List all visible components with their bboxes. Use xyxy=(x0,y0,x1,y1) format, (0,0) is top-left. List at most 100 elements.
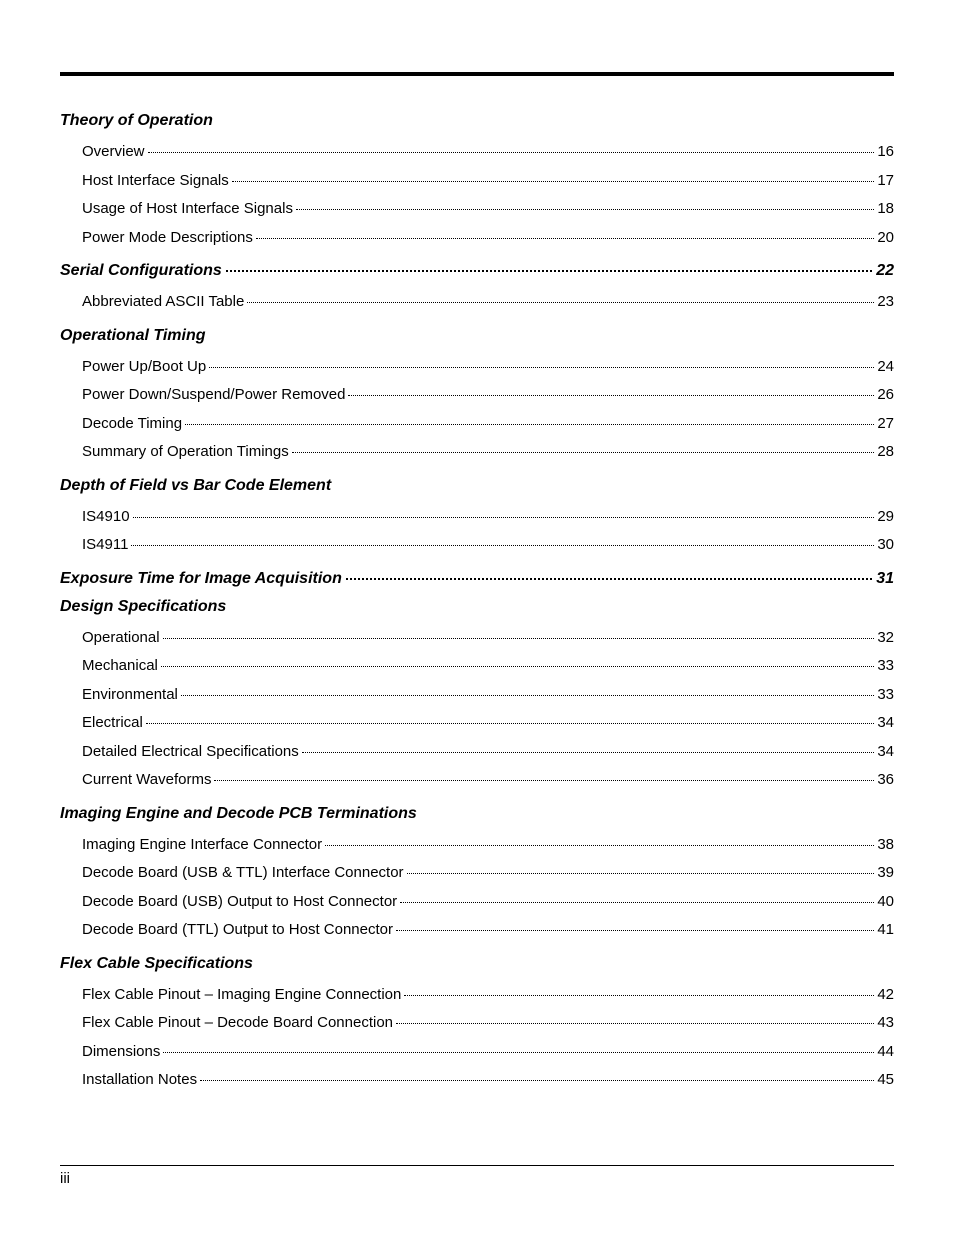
document-page: Theory of Operation Overview16Host Interf… xyxy=(0,0,954,1135)
toc-leader-dots xyxy=(214,780,874,781)
toc-entry-label: Usage of Host Interface Signals xyxy=(82,195,293,224)
toc-entry-label: Decode Timing xyxy=(82,410,182,439)
toc-entry: Detailed Electrical Specifications 34 xyxy=(60,738,894,767)
toc-entry-page: 23 xyxy=(877,288,894,317)
toc-entry-page: 34 xyxy=(877,738,894,767)
toc-entry: Flex Cable Pinout – Imaging Engine Conne… xyxy=(60,981,894,1010)
toc-entry: Installation Notes 45 xyxy=(60,1066,894,1095)
toc-entry: Overview16 xyxy=(60,138,894,167)
toc-section-heading-label: Serial Configurations xyxy=(60,262,222,280)
toc-entry-page: 24 xyxy=(877,353,894,382)
toc-leader-dots xyxy=(148,152,875,153)
toc-leader-dots xyxy=(163,1052,874,1053)
toc-section-heading: Exposure Time for Image Acquisition 31 xyxy=(60,570,894,588)
toc-entry-label: Detailed Electrical Specifications xyxy=(82,738,299,767)
toc-section-heading-label: Theory of Operation xyxy=(60,112,213,130)
toc-entry: Decode Board (USB & TTL) Interface Conne… xyxy=(60,859,894,888)
toc-section-heading: Theory of Operation xyxy=(60,112,894,130)
toc-entry: Flex Cable Pinout – Decode Board Connect… xyxy=(60,1009,894,1038)
toc-entry-label: IS4910 xyxy=(82,503,130,532)
toc-leader-dots xyxy=(407,873,875,874)
toc-section-heading: Design Specifications xyxy=(60,598,894,616)
toc-section-heading-label: Exposure Time for Image Acquisition xyxy=(60,570,342,588)
toc-entry-page: 33 xyxy=(877,652,894,681)
toc-leader-dots xyxy=(232,181,875,182)
toc-entry-page: 43 xyxy=(877,1009,894,1038)
toc-entry: Power Down/Suspend/Power Removed 26 xyxy=(60,381,894,410)
toc-leader-dots xyxy=(256,238,874,239)
toc-leader-dots xyxy=(181,695,874,696)
toc-entry: Decode Board (TTL) Output to Host Connec… xyxy=(60,916,894,945)
toc-entry-page: 18 xyxy=(877,195,894,224)
toc-entry-label: Decode Board (TTL) Output to Host Connec… xyxy=(82,916,393,945)
page-number: iii xyxy=(60,1170,894,1187)
table-of-contents: Theory of Operation Overview16Host Interf… xyxy=(60,112,894,1095)
toc-entry-label: Host Interface Signals xyxy=(82,167,229,196)
toc-leader-dots xyxy=(396,1023,874,1024)
toc-leader-dots xyxy=(346,578,872,580)
toc-entry-page: 17 xyxy=(877,167,894,196)
toc-section-heading-label: Depth of Field vs Bar Code Element xyxy=(60,477,331,495)
toc-entry-page: 39 xyxy=(877,859,894,888)
toc-entry: Current Waveforms 36 xyxy=(60,766,894,795)
toc-section-heading-label: Flex Cable Specifications xyxy=(60,955,253,973)
toc-entry-label: Flex Cable Pinout – Decode Board Connect… xyxy=(82,1009,393,1038)
toc-entry-label: Decode Board (USB & TTL) Interface Conne… xyxy=(82,859,404,888)
toc-entry: Power Mode Descriptions20 xyxy=(60,224,894,253)
toc-entry-page: 36 xyxy=(877,766,894,795)
toc-entry-label: Operational xyxy=(82,624,160,653)
toc-leader-dots xyxy=(161,666,874,667)
toc-leader-dots xyxy=(400,902,874,903)
toc-entry: Environmental 33 xyxy=(60,681,894,710)
top-horizontal-rule xyxy=(60,72,894,76)
toc-leader-dots xyxy=(200,1080,874,1081)
toc-leader-dots xyxy=(209,367,874,368)
toc-entry-label: Abbreviated ASCII Table xyxy=(82,288,244,317)
toc-entry-label: Installation Notes xyxy=(82,1066,197,1095)
toc-section-heading: Operational Timing xyxy=(60,327,894,345)
toc-leader-dots xyxy=(292,452,875,453)
toc-section-heading-label: Operational Timing xyxy=(60,327,206,345)
toc-entry-page: 41 xyxy=(877,916,894,945)
toc-entry-label: Power Down/Suspend/Power Removed xyxy=(82,381,345,410)
toc-entry-page: 20 xyxy=(877,224,894,253)
toc-entry-page: 44 xyxy=(877,1038,894,1067)
toc-entry-page: 30 xyxy=(877,531,894,560)
toc-entry-page: 45 xyxy=(877,1066,894,1095)
toc-entry-page: 38 xyxy=(877,831,894,860)
toc-entry-label: Current Waveforms xyxy=(82,766,211,795)
toc-entry-label: Mechanical xyxy=(82,652,158,681)
toc-entry: Electrical34 xyxy=(60,709,894,738)
toc-leader-dots xyxy=(404,995,874,996)
toc-entry-label: Environmental xyxy=(82,681,178,710)
footer-horizontal-rule xyxy=(60,1165,894,1166)
toc-section-heading-page: 22 xyxy=(876,262,894,280)
toc-entry-label: Electrical xyxy=(82,709,143,738)
toc-entry: Power Up/Boot Up24 xyxy=(60,353,894,382)
toc-leader-dots xyxy=(302,752,875,753)
toc-entry-label: Overview xyxy=(82,138,145,167)
toc-section-heading-page: 31 xyxy=(876,570,894,588)
toc-leader-dots xyxy=(226,270,872,272)
toc-leader-dots xyxy=(396,930,874,931)
toc-section-heading-label: Design Specifications xyxy=(60,598,226,616)
toc-entry-page: 27 xyxy=(877,410,894,439)
toc-entry: Decode Timing 27 xyxy=(60,410,894,439)
toc-entry: Host Interface Signals 17 xyxy=(60,167,894,196)
page-footer: iii xyxy=(60,1165,894,1187)
toc-entry-page: 29 xyxy=(877,503,894,532)
toc-leader-dots xyxy=(185,424,874,425)
toc-entry-label: Summary of Operation Timings xyxy=(82,438,289,467)
toc-section-heading: Depth of Field vs Bar Code Element xyxy=(60,477,894,495)
toc-entry-page: 26 xyxy=(877,381,894,410)
toc-leader-dots xyxy=(247,302,874,303)
toc-leader-dots xyxy=(163,638,875,639)
toc-entry-page: 33 xyxy=(877,681,894,710)
toc-entry: Mechanical 33 xyxy=(60,652,894,681)
toc-entry: Decode Board (USB) Output to Host Connec… xyxy=(60,888,894,917)
toc-leader-dots xyxy=(133,517,875,518)
toc-entry: IS491130 xyxy=(60,531,894,560)
toc-section-heading-label: Imaging Engine and Decode PCB Terminatio… xyxy=(60,805,417,823)
toc-section-heading: Imaging Engine and Decode PCB Terminatio… xyxy=(60,805,894,823)
toc-entry-label: Flex Cable Pinout – Imaging Engine Conne… xyxy=(82,981,401,1010)
